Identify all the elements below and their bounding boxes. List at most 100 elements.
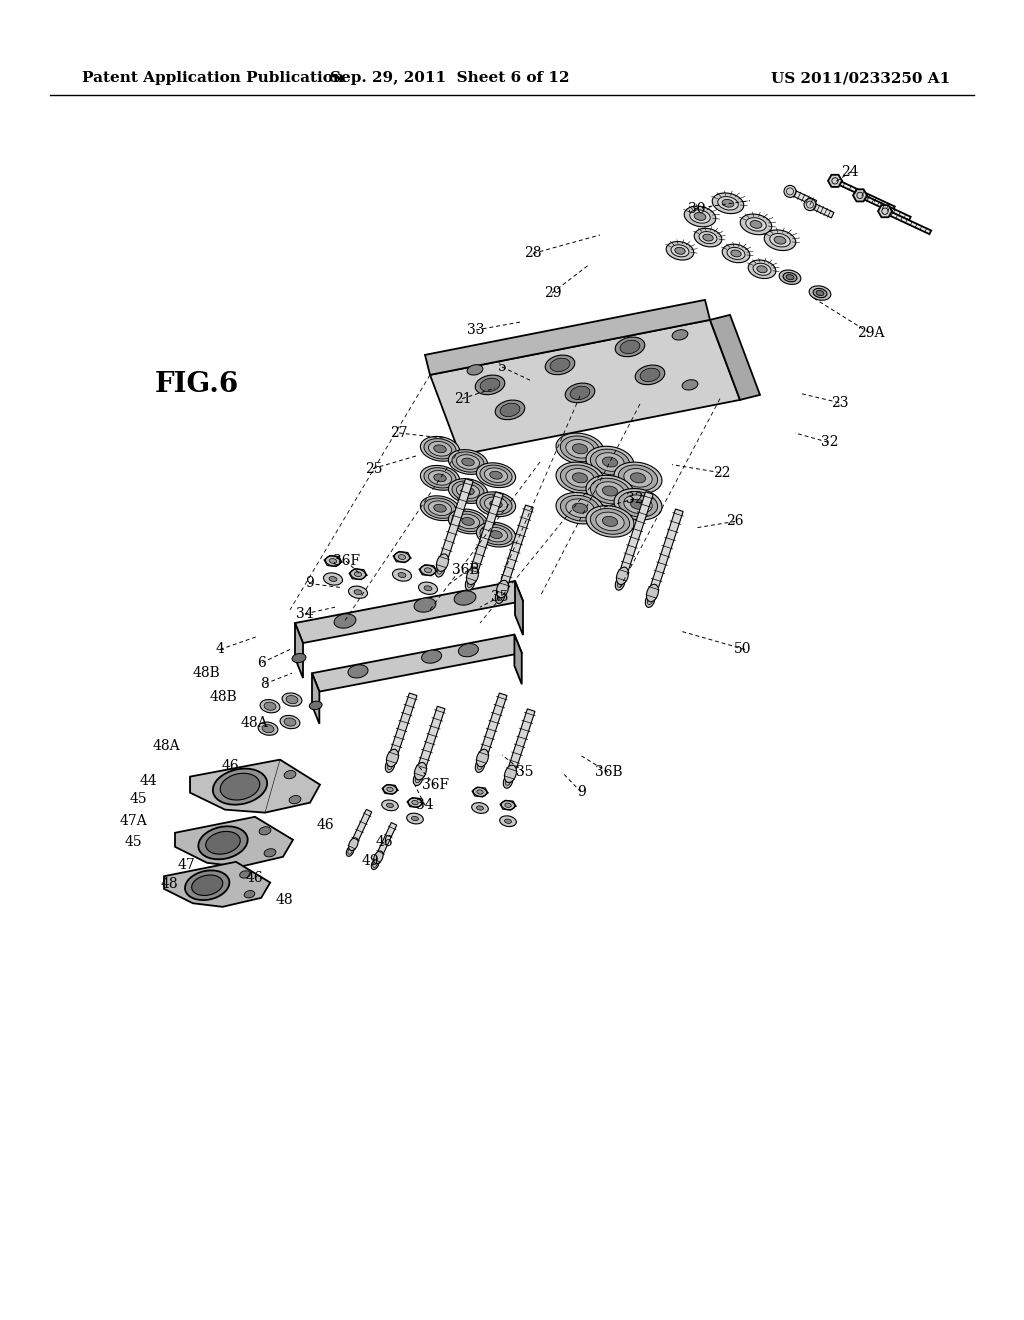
Ellipse shape	[484, 467, 508, 483]
Ellipse shape	[591, 508, 630, 535]
Text: 48B: 48B	[193, 667, 221, 680]
Text: 36F: 36F	[333, 554, 359, 568]
Ellipse shape	[199, 826, 248, 859]
Ellipse shape	[672, 330, 688, 341]
Ellipse shape	[774, 236, 786, 244]
Polygon shape	[646, 510, 683, 602]
Ellipse shape	[330, 558, 337, 564]
Ellipse shape	[348, 665, 368, 678]
Text: 44: 44	[139, 775, 158, 788]
Ellipse shape	[635, 366, 665, 384]
Ellipse shape	[191, 875, 223, 895]
Ellipse shape	[718, 197, 738, 210]
Ellipse shape	[457, 454, 479, 470]
Text: 29: 29	[544, 286, 562, 300]
Ellipse shape	[764, 230, 796, 251]
Ellipse shape	[804, 198, 816, 211]
Ellipse shape	[614, 488, 662, 520]
Ellipse shape	[556, 433, 604, 465]
Ellipse shape	[424, 568, 431, 573]
Ellipse shape	[348, 586, 368, 598]
Polygon shape	[788, 189, 817, 206]
Text: 48: 48	[160, 878, 178, 891]
Ellipse shape	[505, 766, 516, 783]
Ellipse shape	[476, 523, 516, 546]
Polygon shape	[616, 492, 653, 585]
Ellipse shape	[354, 572, 361, 577]
Ellipse shape	[489, 531, 502, 539]
Ellipse shape	[434, 504, 446, 512]
Ellipse shape	[424, 586, 432, 591]
Text: 34: 34	[416, 799, 434, 812]
Text: 46: 46	[316, 818, 335, 832]
Polygon shape	[408, 797, 423, 808]
Text: 48A: 48A	[153, 739, 179, 752]
Text: 50: 50	[733, 643, 752, 656]
Ellipse shape	[462, 487, 474, 495]
Text: 47: 47	[177, 858, 196, 871]
Ellipse shape	[220, 774, 260, 800]
Ellipse shape	[421, 466, 460, 490]
Ellipse shape	[602, 486, 617, 496]
Ellipse shape	[436, 554, 449, 572]
Polygon shape	[497, 506, 534, 598]
Text: 9: 9	[305, 577, 313, 590]
Ellipse shape	[407, 813, 423, 824]
Ellipse shape	[484, 527, 508, 543]
Ellipse shape	[550, 358, 570, 371]
Ellipse shape	[465, 577, 475, 590]
Ellipse shape	[624, 469, 652, 487]
Text: 24: 24	[841, 165, 859, 178]
Text: 9: 9	[578, 785, 586, 799]
Ellipse shape	[631, 499, 645, 510]
Ellipse shape	[457, 483, 479, 499]
Ellipse shape	[694, 213, 706, 220]
Ellipse shape	[753, 263, 771, 276]
Ellipse shape	[596, 512, 625, 531]
Ellipse shape	[586, 506, 634, 537]
Ellipse shape	[374, 851, 383, 863]
Ellipse shape	[386, 803, 393, 808]
Text: 47A: 47A	[119, 814, 147, 828]
Ellipse shape	[424, 438, 456, 459]
Ellipse shape	[586, 475, 634, 507]
Polygon shape	[419, 565, 437, 576]
Ellipse shape	[572, 503, 588, 513]
Polygon shape	[504, 709, 535, 783]
Ellipse shape	[694, 228, 722, 247]
Ellipse shape	[496, 590, 505, 603]
Polygon shape	[425, 300, 710, 375]
Text: 6: 6	[257, 656, 265, 669]
Ellipse shape	[206, 832, 241, 854]
Polygon shape	[386, 693, 417, 767]
Ellipse shape	[671, 244, 689, 257]
Polygon shape	[190, 759, 319, 813]
Ellipse shape	[505, 818, 511, 824]
Ellipse shape	[503, 775, 513, 788]
Polygon shape	[884, 210, 931, 234]
Ellipse shape	[475, 375, 505, 395]
Ellipse shape	[591, 478, 630, 504]
Ellipse shape	[213, 768, 267, 805]
Polygon shape	[809, 202, 834, 218]
Polygon shape	[436, 479, 473, 572]
Ellipse shape	[398, 573, 406, 578]
Ellipse shape	[770, 234, 791, 247]
Ellipse shape	[566, 440, 594, 458]
Ellipse shape	[264, 849, 275, 857]
Ellipse shape	[560, 465, 600, 491]
Ellipse shape	[372, 859, 379, 870]
Text: 27: 27	[390, 426, 409, 440]
Ellipse shape	[570, 387, 590, 400]
Text: Sep. 29, 2011  Sheet 6 of 12: Sep. 29, 2011 Sheet 6 of 12	[331, 71, 569, 84]
Ellipse shape	[675, 247, 685, 255]
Ellipse shape	[713, 193, 743, 214]
Ellipse shape	[476, 750, 488, 767]
Text: 49: 49	[361, 854, 380, 867]
Text: 46: 46	[375, 836, 393, 849]
Text: 45: 45	[129, 792, 147, 805]
Ellipse shape	[560, 495, 600, 521]
Polygon shape	[710, 315, 760, 400]
Ellipse shape	[428, 470, 452, 486]
Ellipse shape	[260, 700, 280, 713]
